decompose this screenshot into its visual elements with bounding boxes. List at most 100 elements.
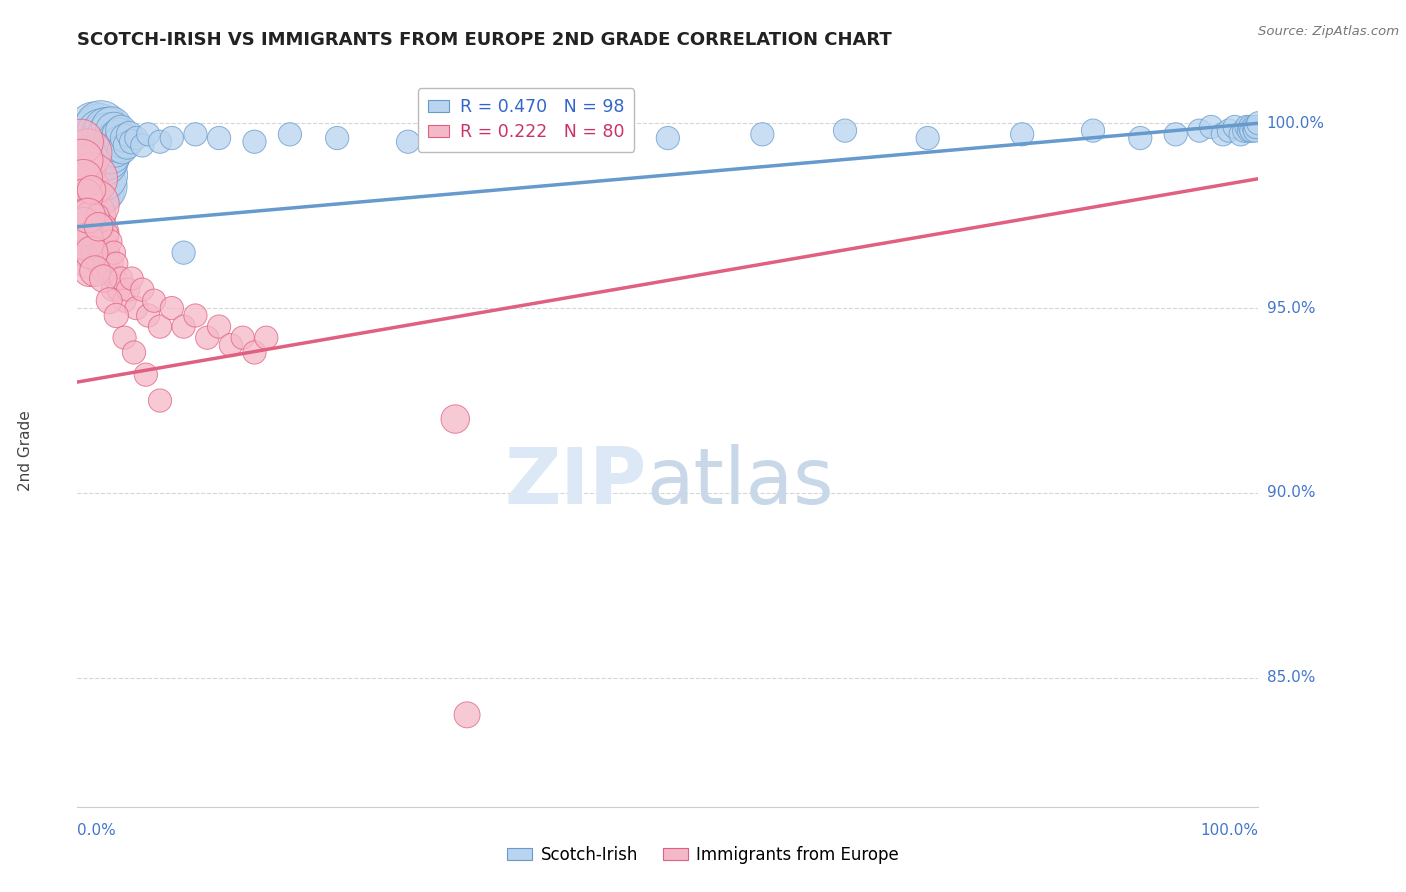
Point [1243,123,1265,137]
Point [73,161,96,175]
Point [77,131,100,145]
Point [173,245,195,260]
Point [70,171,93,186]
Point [136,309,159,323]
Point [77,171,100,186]
Point [1081,123,1104,137]
Point [77,209,100,223]
Point [562,123,585,137]
Point [94,257,117,271]
Point [136,128,159,142]
Point [93,235,115,249]
Point [184,128,207,142]
Text: atlas: atlas [647,443,834,520]
Point [131,283,153,297]
Point [1218,123,1240,137]
Text: SCOTCH-IRISH VS IMMIGRANTS FROM EUROPE 2ND GRADE CORRELATION CHART: SCOTCH-IRISH VS IMMIGRANTS FROM EUROPE 2… [77,31,891,49]
Point [70,171,93,186]
Point [89,179,111,194]
Point [76,227,98,242]
Point [101,283,124,297]
Point [70,153,93,168]
Point [243,345,266,359]
Point [72,142,94,156]
Legend: Scotch-Irish, Immigrants from Europe: Scotch-Irish, Immigrants from Europe [501,839,905,871]
Point [83,120,105,134]
Point [77,145,100,160]
Point [67,190,90,204]
Point [75,135,97,149]
Point [1212,128,1234,142]
Point [83,164,105,178]
Point [117,283,139,297]
Point [93,131,115,145]
Point [91,219,114,234]
Point [456,707,478,722]
Point [100,145,122,160]
Point [97,245,120,260]
Point [83,197,105,211]
Text: 85.0%: 85.0% [1267,671,1315,685]
Point [131,138,153,153]
Point [72,219,94,234]
Point [917,131,939,145]
Point [110,271,132,285]
Point [77,138,100,153]
Point [84,264,107,278]
Point [104,142,127,156]
Point [107,138,129,153]
Point [73,161,96,175]
Point [75,235,97,249]
Point [657,131,679,145]
Point [173,319,195,334]
Point [87,157,110,171]
Point [114,131,136,145]
Point [70,223,93,237]
Point [79,209,101,223]
Point [98,293,121,308]
Point [70,227,93,242]
Point [86,135,108,149]
Point [1247,116,1270,130]
Point [1237,123,1260,137]
Point [73,190,96,204]
Point [122,345,145,359]
Point [1240,123,1263,137]
Point [143,293,166,308]
Point [135,368,157,382]
Point [105,309,128,323]
Point [77,264,100,278]
Point [118,128,141,142]
Point [87,219,110,234]
Point [80,183,103,197]
Point [396,135,419,149]
Point [75,219,97,234]
Point [108,135,131,149]
Point [1129,131,1152,145]
Point [84,131,107,145]
Point [90,168,112,182]
Point [110,123,132,137]
Point [91,142,114,156]
Point [96,123,118,137]
Point [114,293,136,308]
Point [1233,123,1256,137]
Point [84,186,107,201]
Point [80,168,103,182]
Point [70,153,93,168]
Point [84,219,107,234]
Point [97,138,120,153]
Point [87,128,110,142]
Point [96,227,118,242]
Point [84,138,107,153]
Point [82,245,104,260]
Point [86,209,108,223]
Point [115,138,138,153]
Point [77,201,100,215]
Point [1243,120,1265,134]
Point [76,179,98,194]
Point [70,197,93,211]
Point [149,319,172,334]
Point [80,245,103,260]
Point [107,283,129,297]
